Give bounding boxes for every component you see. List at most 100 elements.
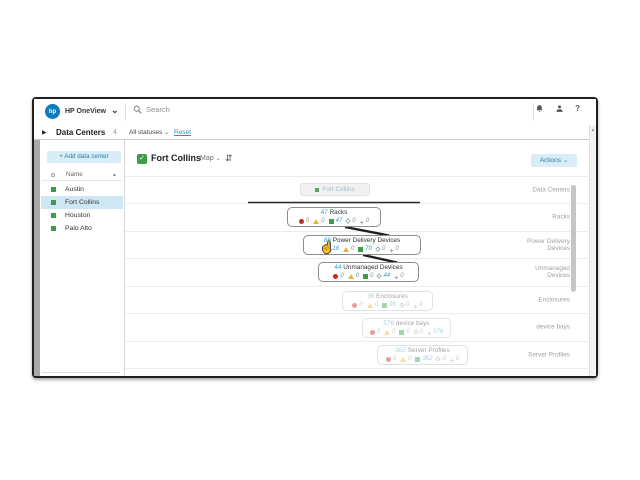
ok-status-icon bbox=[358, 246, 364, 252]
search-placeholder: Search bbox=[146, 105, 170, 114]
status-ok-icon bbox=[51, 226, 56, 231]
disabled-status-icon bbox=[435, 356, 442, 362]
critical-status-icon bbox=[352, 302, 358, 308]
disabled-status-icon bbox=[375, 246, 381, 252]
window-scrollbar[interactable]: ▴ bbox=[589, 125, 596, 376]
hp-logo: hp bbox=[45, 104, 60, 119]
critical-status-icon bbox=[333, 273, 339, 279]
breadcrumb-count: 4 bbox=[113, 129, 117, 136]
warning-status-icon bbox=[342, 246, 349, 252]
scroll-up-icon: ▴ bbox=[591, 127, 595, 133]
unknown-status-icon bbox=[389, 245, 393, 254]
map-scrollbar[interactable] bbox=[571, 185, 576, 292]
header-divider bbox=[533, 103, 534, 121]
map-node-server-profiles[interactable]: 362 Server Profiles 0 0 362 0 0 bbox=[377, 345, 468, 365]
chevron-down-icon: ⌄ bbox=[562, 157, 569, 164]
sidebar: + Add data center Name ▲ Austin Fort Col… bbox=[34, 140, 125, 376]
search-input[interactable]: Search bbox=[133, 105, 433, 114]
search-icon bbox=[133, 105, 142, 114]
breadcrumb-title: Data Centers bbox=[56, 128, 106, 137]
node-count-link[interactable]: 44 bbox=[334, 263, 342, 271]
map-node-unmanaged-devices[interactable]: 44 Unmanaged Devices 0 0 0 44 0 bbox=[318, 262, 419, 282]
app-name: HP OneView bbox=[65, 108, 106, 115]
critical-status-icon bbox=[385, 356, 391, 362]
header-divider bbox=[125, 103, 126, 121]
map-node-racks[interactable]: 47 Racks 0 0 47 0 0 bbox=[287, 207, 381, 227]
ok-status-icon bbox=[415, 356, 421, 362]
chevron-down-icon: ⌄ bbox=[164, 130, 170, 136]
row-label-racks: Racks bbox=[552, 213, 570, 221]
warning-status-icon bbox=[347, 273, 354, 279]
critical-status-icon bbox=[369, 329, 375, 335]
panel-expander-icon[interactable]: ▶ bbox=[42, 130, 47, 136]
row-divider bbox=[125, 176, 588, 177]
critical-status-icon bbox=[298, 218, 304, 224]
unknown-status-icon bbox=[427, 328, 431, 337]
node-count-link[interactable]: 47 bbox=[320, 208, 328, 216]
status-ok-check-icon: ✓ bbox=[137, 154, 147, 164]
sidebar-item-houston[interactable]: Houston bbox=[41, 209, 123, 222]
chevron-down-icon: ⌄ bbox=[215, 156, 221, 162]
row-divider bbox=[125, 203, 588, 204]
sidebar-list-header[interactable]: Name ▲ bbox=[42, 170, 121, 181]
add-data-center-button[interactable]: + Add data center bbox=[47, 151, 121, 163]
disabled-status-icon bbox=[412, 329, 419, 335]
status-ok-icon bbox=[51, 187, 56, 192]
disabled-status-icon bbox=[398, 302, 405, 308]
help-icon[interactable]: ? bbox=[575, 104, 580, 113]
sidebar-item-fort-collins[interactable]: Fort Collins bbox=[41, 196, 123, 209]
map-node-enclosures[interactable]: 36 Enclosures 0 0 36 0 0 bbox=[342, 291, 433, 311]
expand-collapse-icon[interactable]: ⇵ bbox=[225, 153, 233, 163]
ok-status-icon bbox=[328, 218, 334, 224]
map-view-selector[interactable]: Map ⌄ bbox=[200, 155, 221, 162]
main-menu-chevron-icon[interactable]: ⌄ bbox=[111, 105, 119, 115]
warning-status-icon bbox=[366, 302, 373, 308]
row-label-server-profiles: Server Profiles bbox=[528, 351, 570, 359]
ok-status-icon bbox=[399, 329, 405, 335]
sort-ascending-icon: ▲ bbox=[112, 172, 117, 178]
node-count-link[interactable]: 36 bbox=[367, 292, 375, 300]
user-icon[interactable] bbox=[555, 104, 564, 113]
map-node-power-delivery-devices[interactable]: 88 Power Delivery Devices 18 0 70 0 0 bbox=[303, 235, 421, 255]
row-divider bbox=[125, 258, 588, 259]
reset-filter-link[interactable]: Reset bbox=[174, 129, 191, 136]
bell-icon[interactable] bbox=[535, 104, 544, 113]
row-label-device-bays: device bays bbox=[536, 323, 570, 331]
sidebar-scrollbar[interactable] bbox=[42, 372, 120, 373]
row-label-data-centers: Data Centers bbox=[532, 186, 570, 194]
row-label-unmanaged-devices: Unmanaged Devices bbox=[535, 265, 570, 279]
warning-status-icon bbox=[313, 218, 320, 224]
actions-button[interactable]: Actions ⌄ bbox=[531, 154, 577, 167]
sidebar-left-strip bbox=[34, 140, 40, 376]
map-node-fort-collins[interactable]: Fort Collins bbox=[300, 183, 370, 196]
status-column-icon bbox=[51, 173, 55, 177]
page-title: Fort Collins bbox=[151, 153, 201, 163]
row-label-enclosures: Enclosures bbox=[538, 296, 570, 304]
top-bar: hp HP OneView ⌄ Search bbox=[34, 99, 596, 125]
mouse-cursor: ☝ bbox=[320, 242, 334, 254]
name-column-header[interactable]: Name bbox=[66, 171, 83, 178]
disabled-status-icon bbox=[345, 218, 352, 224]
node-count-link[interactable]: 576 bbox=[383, 319, 395, 327]
warning-status-icon bbox=[400, 356, 407, 362]
ok-status-icon bbox=[363, 273, 369, 279]
row-divider bbox=[125, 231, 588, 232]
node-count-link[interactable]: 362 bbox=[395, 346, 406, 354]
app-window: hp HP OneView ⌄ Search bbox=[32, 97, 598, 378]
sidebar-item-austin[interactable]: Austin bbox=[41, 183, 123, 196]
sidebar-item-palo-alto[interactable]: Palo Alto bbox=[41, 222, 123, 235]
row-divider bbox=[125, 313, 588, 314]
row-label-power-delivery-devices: Power Delivery Devices bbox=[527, 238, 570, 252]
row-divider bbox=[125, 341, 588, 342]
critical-status-icon bbox=[325, 246, 331, 252]
breadcrumb-bar: ▶ Data Centers 4 All statuses ⌄ Reset bbox=[34, 125, 596, 140]
unknown-status-icon bbox=[394, 272, 398, 281]
unknown-status-icon bbox=[413, 301, 417, 310]
status-ok-icon bbox=[51, 200, 56, 205]
map-node-device-bays[interactable]: 576 device bays 0 0 0 0 576 bbox=[362, 318, 451, 338]
warning-status-icon bbox=[384, 329, 391, 335]
node-count-link[interactable]: 88 bbox=[323, 236, 331, 244]
status-filter-dropdown[interactable]: All statuses ⌄ bbox=[129, 129, 170, 136]
status-ok-icon bbox=[315, 187, 320, 192]
